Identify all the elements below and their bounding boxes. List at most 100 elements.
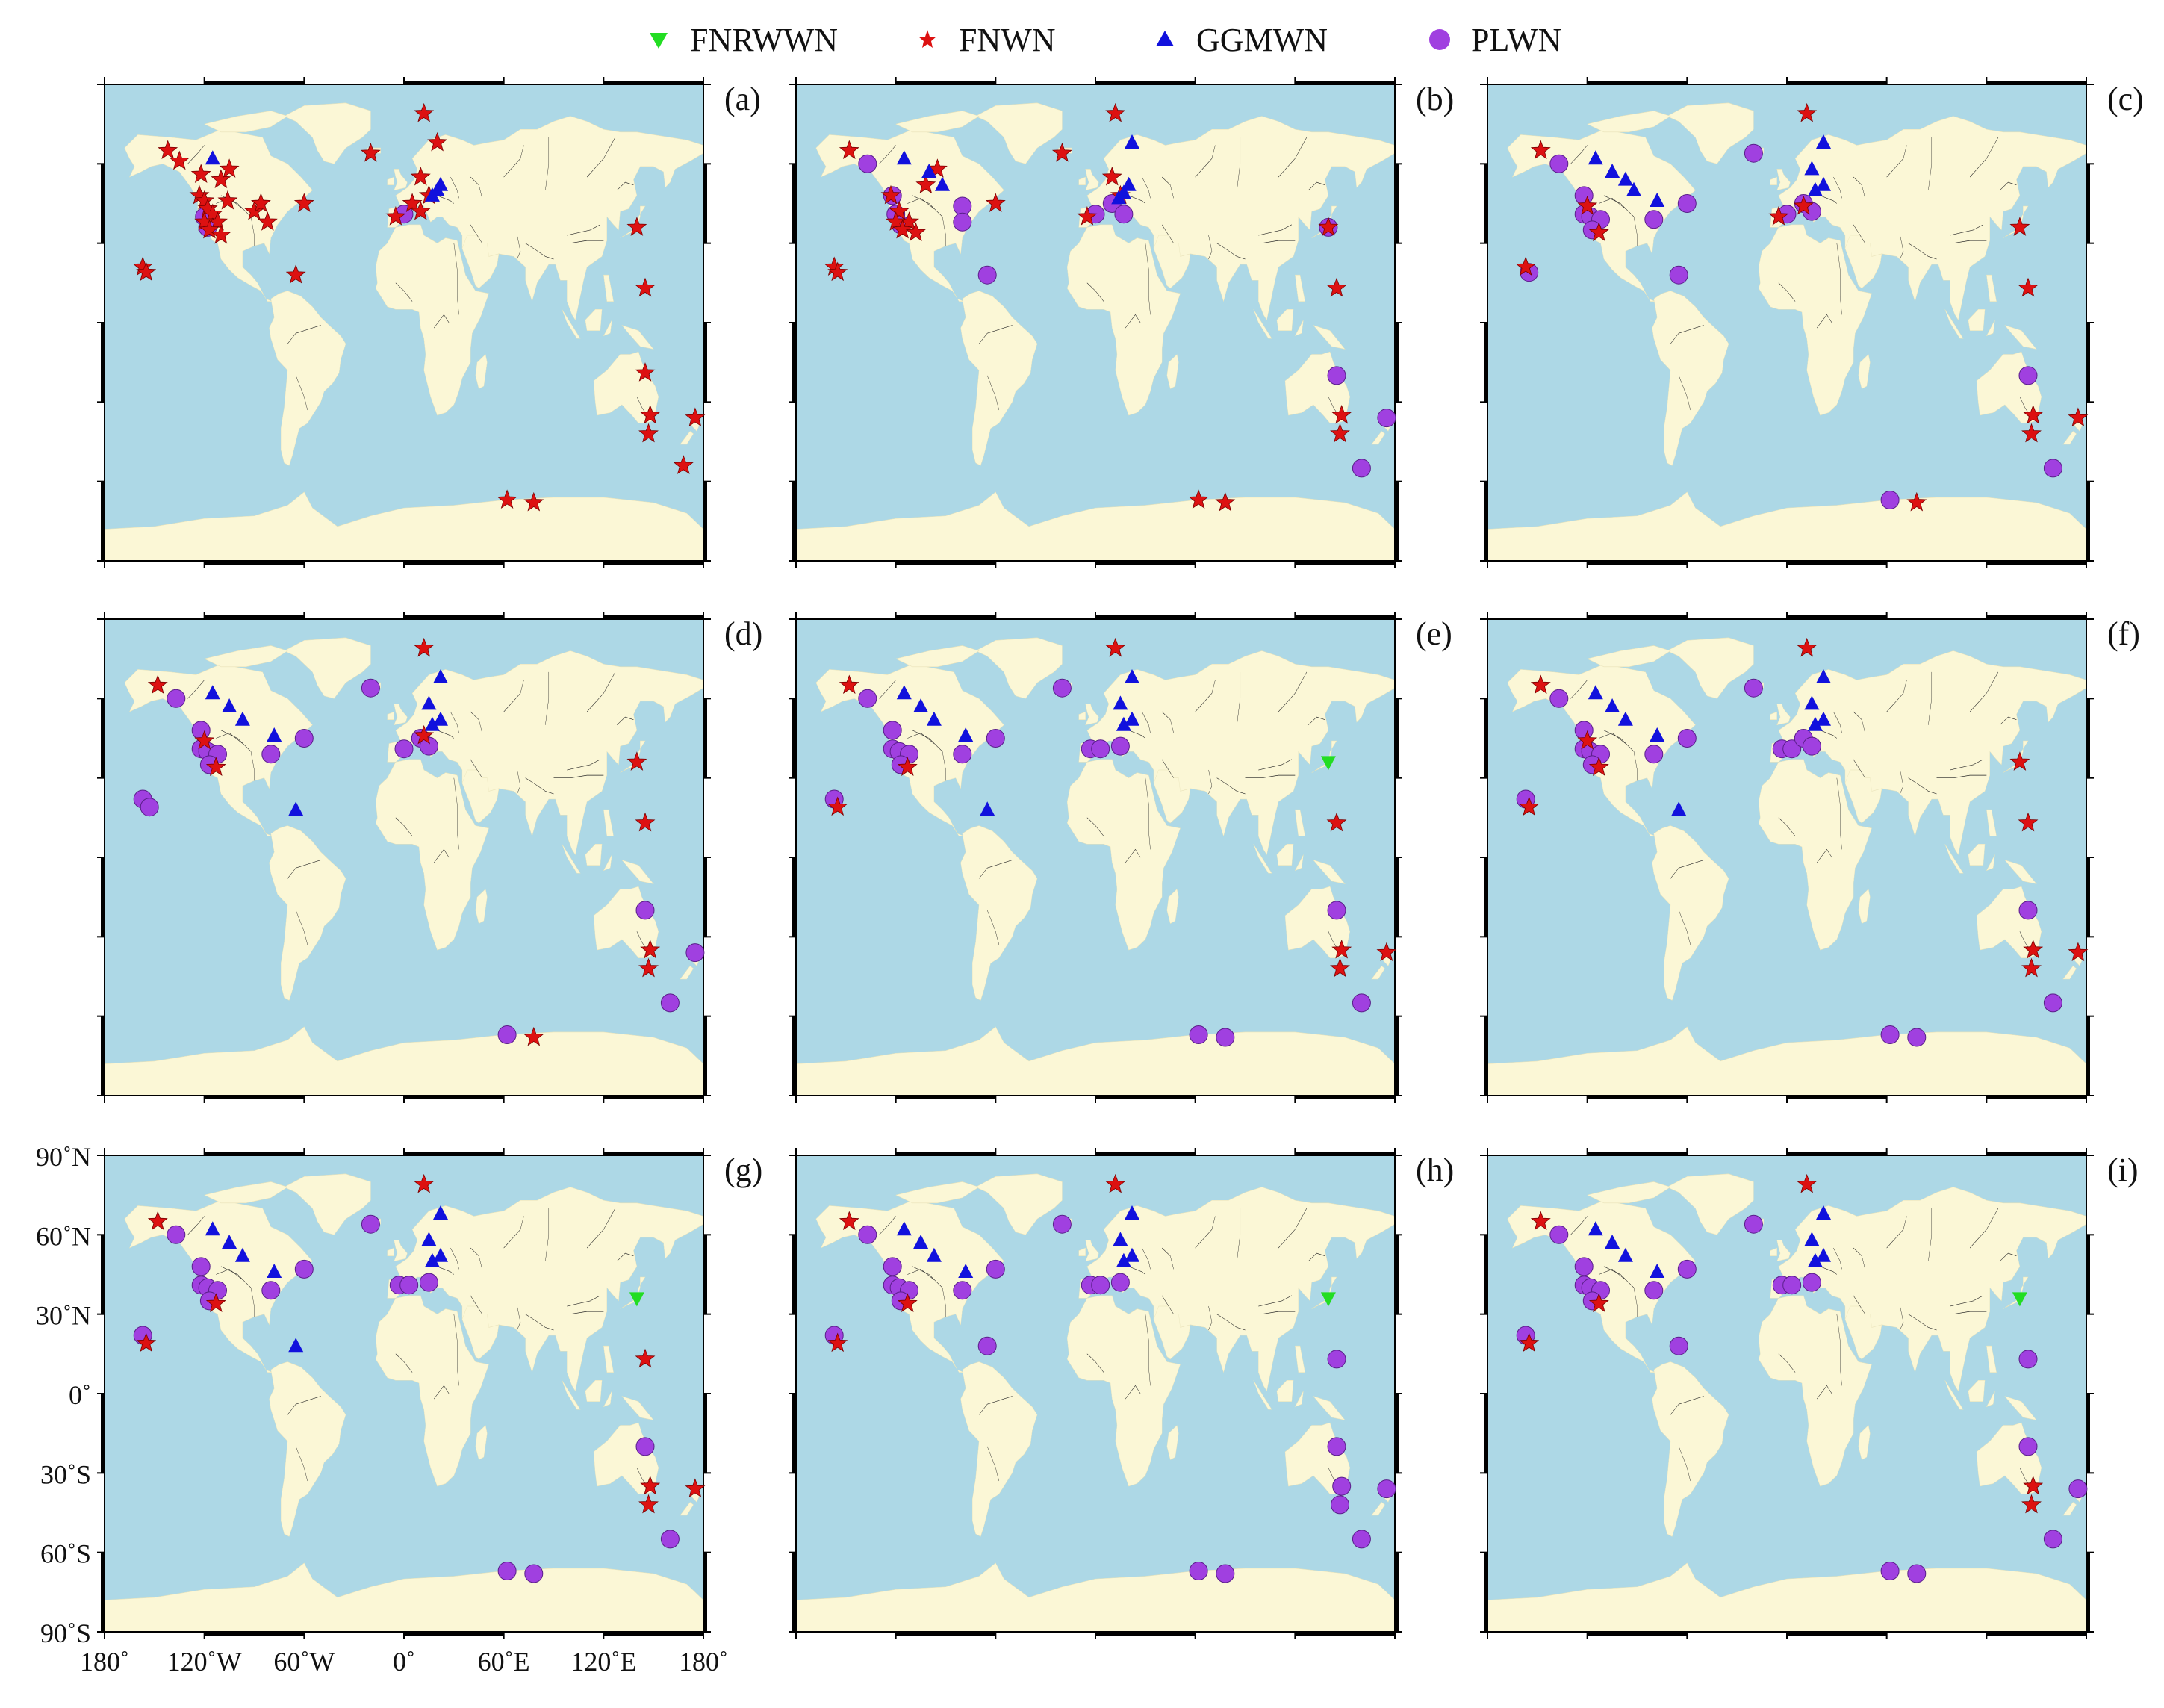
panel-label: (g)	[724, 1152, 762, 1188]
station-fnwn	[685, 1478, 706, 1498]
station-fnrwwn	[629, 1292, 644, 1307]
station-ggmwn	[1116, 716, 1131, 731]
station-plwn	[1110, 1273, 1130, 1292]
station-fnwn	[1077, 206, 1098, 226]
y-tick-label: 60˚N	[36, 1221, 91, 1251]
station-fnwn	[640, 939, 661, 959]
station-fnwn	[886, 211, 907, 231]
station-plwn	[1907, 1564, 1927, 1583]
x-tick-label: 60˚E	[478, 1647, 530, 1677]
station-plwn	[1189, 1025, 1208, 1044]
station-ggmwn	[1617, 1247, 1633, 1262]
station-fnwn	[635, 812, 656, 832]
station-ggmwn	[1626, 181, 1641, 196]
station-plwn	[2018, 901, 2038, 920]
station-fnwn	[1530, 1211, 1551, 1231]
station-plwn	[1880, 491, 1900, 509]
station-fnwn	[2009, 217, 2030, 236]
station-ggmwn	[1113, 695, 1128, 710]
station-plwn	[1574, 721, 1594, 740]
station-ggmwn	[424, 716, 440, 731]
station-fnwn	[673, 455, 694, 474]
station-ggmwn	[1605, 1235, 1620, 1249]
station-ggmwn	[1807, 716, 1823, 731]
station-fnwn	[1515, 256, 1536, 276]
station-plwn	[2043, 459, 2062, 478]
station-fnwn	[1326, 277, 1347, 297]
station-ggmwn	[421, 695, 437, 710]
station-plwn	[361, 678, 380, 698]
station-plwn	[1352, 1530, 1371, 1549]
station-fnwn	[640, 404, 661, 424]
station-fnrwwn	[2012, 1292, 2027, 1307]
station-plwn	[1880, 1025, 1900, 1044]
station-fnwn	[199, 219, 220, 239]
station-plwn	[1327, 366, 1346, 385]
station-plwn	[1091, 1276, 1110, 1295]
station-plwn	[191, 721, 211, 740]
map-panel-d: (d)	[97, 612, 762, 1103]
legend-item-plwn: PLWN	[1425, 13, 1561, 66]
station-plwn	[294, 729, 314, 748]
station-fnwn	[827, 261, 848, 282]
station-ggmwn	[913, 1235, 929, 1249]
station-ggmwn	[1617, 171, 1633, 186]
station-ggmwn	[1816, 1205, 1831, 1220]
station-plwn	[399, 1276, 419, 1295]
station-plwn	[261, 1281, 281, 1300]
station-plwn	[294, 1259, 314, 1279]
station-plwn	[524, 1564, 544, 1583]
station-ggmwn	[1617, 711, 1633, 726]
station-plwn	[1644, 1281, 1664, 1300]
station-plwn	[1880, 1562, 1900, 1580]
station-ggmwn	[433, 176, 448, 191]
station-ggmwn	[205, 1221, 220, 1236]
station-fnwn	[889, 200, 910, 220]
station-plwn	[953, 1281, 972, 1300]
station-fnwn	[402, 193, 423, 212]
station-fnwn	[414, 102, 435, 122]
station-plwn	[1327, 1437, 1346, 1456]
station-fnwn	[194, 190, 215, 210]
station-ggmwn	[1113, 1232, 1128, 1246]
station-ggmwn	[433, 1247, 448, 1262]
station-plwn	[1216, 1028, 1235, 1047]
station-ggmwn	[1125, 669, 1139, 683]
station-fnwn	[2023, 939, 2044, 959]
station-ggmwn	[222, 698, 237, 712]
station-fnrwwn	[1320, 756, 1336, 771]
station-plwn	[1782, 1276, 1802, 1295]
station-plwn	[2018, 1437, 2038, 1456]
station-plwn	[1216, 1564, 1235, 1583]
station-fnwn	[1188, 489, 1209, 509]
station-ggmwn	[234, 1247, 250, 1262]
station-fnwn	[147, 1211, 168, 1231]
station-fnwn	[1906, 491, 1927, 512]
station-plwn	[167, 689, 186, 708]
station-ggmwn	[1116, 1252, 1131, 1267]
map-panel-h: (h)	[789, 1148, 1454, 1639]
panel-label: (h)	[1416, 1152, 1454, 1188]
station-fnwn	[2068, 407, 2089, 427]
station-fnwn	[1768, 206, 1789, 226]
panel-label: (d)	[724, 615, 762, 652]
station-fnwn	[880, 184, 901, 205]
station-ggmwn	[1807, 181, 1823, 196]
station-fnwn	[1326, 812, 1347, 832]
station-ggmwn	[222, 1235, 237, 1249]
station-plwn	[1377, 1479, 1396, 1499]
station-fnwn	[293, 193, 314, 212]
map-panel-i: (i)	[1480, 1148, 2139, 1639]
y-tick-label: 0˚	[69, 1380, 91, 1410]
station-plwn	[1802, 736, 1821, 756]
station-fnwn	[2068, 942, 2089, 962]
station-ggmwn	[1588, 150, 1603, 165]
station-ggmwn	[921, 164, 937, 178]
legend-item-fnrwwn: FNRWWN	[644, 13, 838, 66]
y-tick-label: 30˚S	[40, 1459, 91, 1489]
station-fnwn	[1588, 757, 1609, 776]
station-plwn	[2043, 1530, 2062, 1549]
station-fnwn	[523, 1026, 544, 1046]
panel-label: (c)	[2107, 81, 2144, 117]
station-plwn	[1549, 154, 1569, 173]
